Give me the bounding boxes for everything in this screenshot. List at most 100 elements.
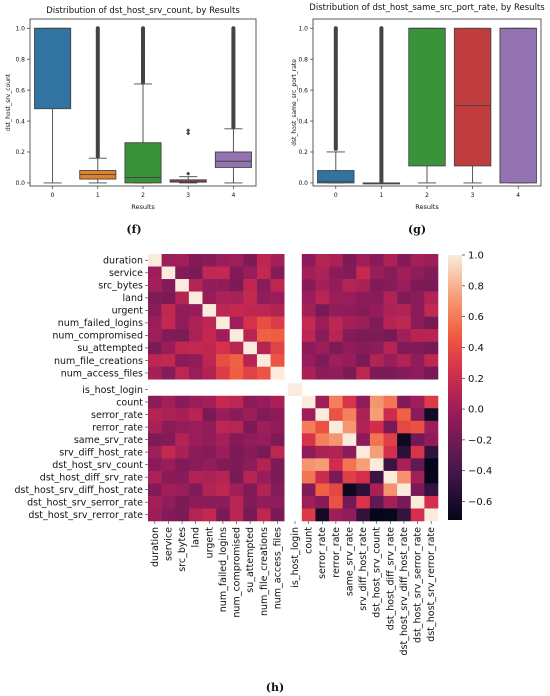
heatmap-cell [256,395,271,409]
heatmap-cell [356,420,371,434]
x-tick-label: 2 [425,192,429,199]
row-label: count [116,397,143,408]
heatmap-cell [342,470,357,484]
x-tick-label: 1 [96,192,100,199]
heatmap-cell [369,279,384,292]
row-label: num_file_creations [54,356,143,367]
heatmap-cell [270,408,285,422]
heatmap-cell [175,445,190,459]
heatmap-cell [424,458,439,472]
row-label: num_compromised [52,331,143,342]
heatmap-cell [202,366,217,380]
col-label: num_file_creations [259,527,270,616]
heatmap-cell [188,266,203,280]
heatmap-cell [229,408,244,422]
heatmap-cell [315,408,330,422]
heatmap-cell [301,445,316,459]
col-label: src_bytes [177,527,188,572]
heatmap-cell [161,266,176,280]
heatmap-cell [356,495,371,509]
heatmap-cell [216,458,231,472]
heatmap-cell [315,458,330,472]
row-label: dst_host_srv_serror_rate [27,498,143,509]
heatmap-cell [270,291,285,305]
heatmap-cell [148,445,162,459]
heatmap-cell [188,458,203,472]
heatmap-cell [356,445,371,459]
heatmap-cell [188,291,203,305]
heatmap-cell [383,433,398,447]
heatmap-cell [161,304,176,317]
heatmap-cell [397,341,412,355]
heatmap-cell [315,291,330,305]
heatmap-cell [256,408,271,422]
heatmap-cell [369,445,384,459]
heatmap-cell [356,470,371,484]
outlier-point [95,111,100,116]
y-tick-label: 0.6 [298,87,308,94]
outlier-point [95,119,100,124]
heatmap-cell [329,354,343,368]
heatmap-cell [301,279,316,292]
heatmap-cell [301,329,316,342]
heatmap-cell [270,420,285,434]
heatmap-cell [342,495,357,509]
heatmap-cell [256,420,271,434]
panel-captions: (f) (g) (h) [126,223,426,694]
row-label: same_srv_rate [74,435,143,446]
heatmap-cell [270,458,285,472]
heatmap-cell [329,495,343,509]
heatmap-cell [356,316,371,330]
x-tick-label: 3 [471,192,475,199]
heatmap-cell [229,316,244,330]
heatmap-cell [397,254,412,267]
heatmap-cell [301,266,316,280]
box-iqr [124,142,162,184]
heatmap-cell [356,254,371,267]
heatmap-cell [161,495,176,509]
heatmap-cell [397,433,412,447]
heatmap-cell [148,483,162,497]
outlier-point [379,72,384,77]
outlier-point [231,111,236,116]
heatmap-cell [202,395,217,409]
heatmap-cell [148,458,162,472]
y-tick-label: 0.6 [15,87,25,94]
heatmap-cell [148,508,162,522]
heatmap-cell [301,354,316,368]
heatmap-cell [410,408,425,422]
heatmap-cell [356,366,371,380]
y-tick-label: 0.2 [298,149,308,156]
heatmap-cell [270,445,285,459]
heatmap-cell [301,395,316,409]
heatmap-cell [243,458,258,472]
heatmap-cell [369,495,384,509]
heatmap-cell [256,470,271,484]
outlier-point [333,72,338,77]
col-label: dst_host_srv_count [372,527,383,618]
heatmap-cell [397,366,412,380]
heatmap-cell [161,445,176,459]
heatmap-cell [424,291,439,305]
heatmap-cell [397,279,412,292]
heatmap-cell [369,458,384,472]
row-label: dst_host_srv_rerror_rate [28,510,143,521]
heatmap-cell [148,341,162,355]
heatmap-cell [270,508,285,522]
heatmap-cell [356,433,371,447]
outlier-point [186,128,191,133]
heatmap-cell [410,279,425,292]
outlier-point [141,80,145,85]
heatmap-cell [342,483,357,497]
heatmap-cell [188,329,203,342]
heatmap-cell [161,329,176,342]
heatmap-cell [216,445,231,459]
heatmap-cell [148,254,162,267]
heatmap-cell [301,495,316,509]
heatmap-cell [216,316,231,330]
heatmap-cell [410,458,425,472]
outlier-point [231,49,236,54]
heatmap-cell [424,495,439,509]
heatmap-cell [175,366,190,380]
col-label: serror_rate [317,527,328,579]
